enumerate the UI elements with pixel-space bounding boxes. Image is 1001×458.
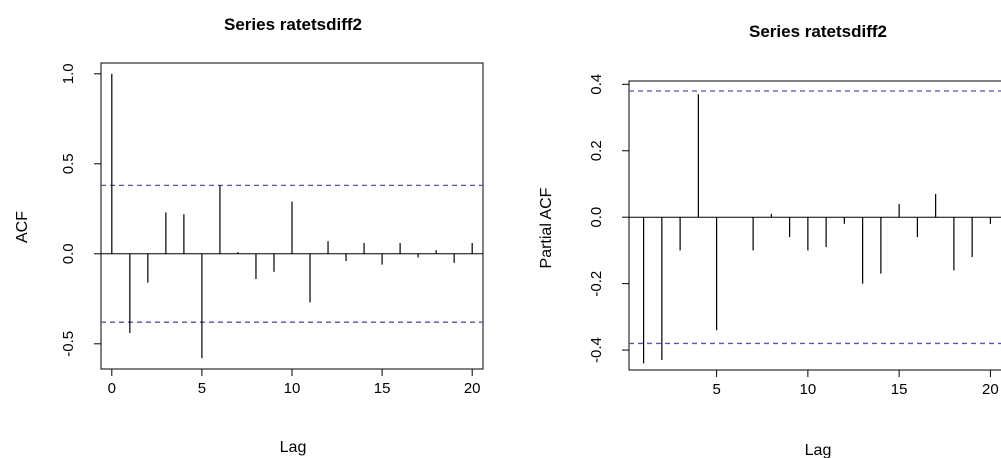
pacf-y-tick-label: -0.4 (588, 337, 605, 363)
pacf-x-tick-label: 5 (712, 381, 720, 398)
acf-y-tick-label: -0.5 (60, 331, 77, 357)
pacf-y-tick-label: 0.0 (588, 207, 605, 228)
pacf-y-tick-label: 0.2 (588, 140, 605, 161)
pacf-chart-title: Series ratetsdiff2 (749, 22, 887, 41)
acf-x-tick-label: 10 (284, 380, 301, 397)
acf-y-tick-label: 0.5 (60, 153, 77, 174)
pacf-panel: Series ratetsdiff2 Lag Partial ACF 5 10 15… (538, 22, 1001, 458)
acf-x-tick-label: 5 (198, 380, 206, 397)
acf-y-tick-label: 1.0 (60, 63, 77, 84)
acf-x-tick-label: 20 (464, 380, 481, 397)
pacf-plot-frame (628, 80, 1001, 371)
acf-y-tick-label: 0.0 (60, 243, 77, 264)
acf-x-axis-label: Lag (280, 439, 307, 456)
pacf-x-tick-label: 10 (800, 381, 817, 398)
pacf-y-tick-label: -0.2 (588, 271, 605, 297)
pacf-x-tick-label: 15 (891, 381, 908, 398)
acf-x-tick-label: 0 (108, 380, 116, 397)
pacf-x-axis-label: Lag (805, 442, 832, 458)
acf-chart-title: Series ratetsdiff2 (224, 15, 362, 34)
acf-y-axis-label: ACF (14, 211, 31, 243)
pacf-x-tick-label: 20 (982, 381, 999, 398)
pacf-y-tick-label: 0.4 (588, 74, 605, 95)
pacf-y-axis-label: Partial ACF (538, 187, 555, 268)
acf-panel: Series ratetsdiff2 Lag ACF 0 5 10 15 20 -0.5 0… (14, 15, 484, 456)
acf-x-tick-label: 15 (374, 380, 391, 397)
